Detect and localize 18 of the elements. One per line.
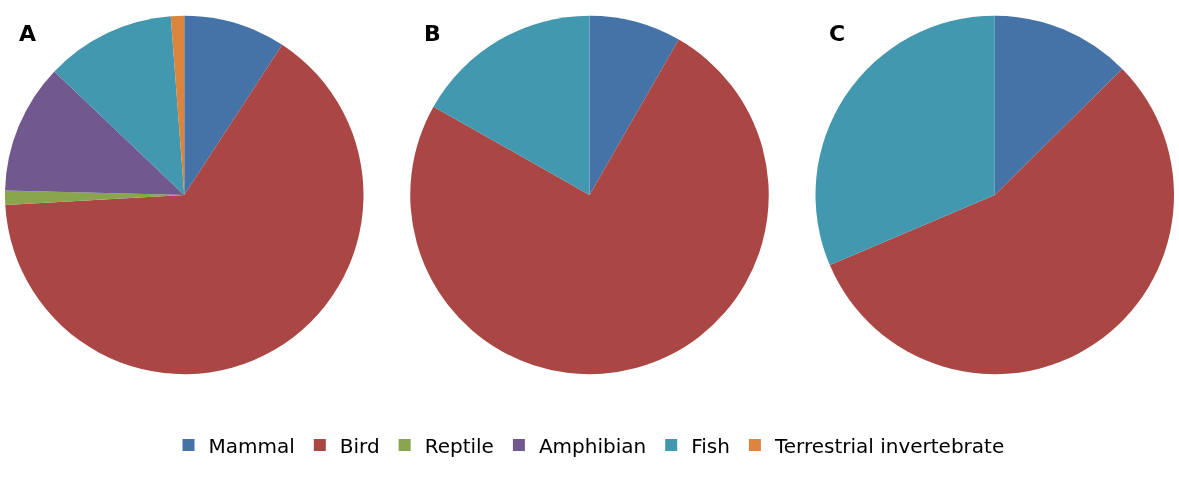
pie-slice bbox=[829, 69, 1174, 375]
pie-slice bbox=[815, 15, 995, 266]
chart-title: A bbox=[19, 21, 37, 46]
chart-title: B bbox=[424, 21, 441, 46]
pie-slice bbox=[410, 39, 769, 374]
pie-slice bbox=[994, 15, 1123, 195]
legend-label: Terrestrial invertebrate bbox=[773, 433, 1005, 458]
legend-label: Mammal bbox=[208, 433, 295, 458]
legend-label: Fish bbox=[691, 433, 730, 458]
legend-label: Reptile bbox=[424, 433, 494, 458]
legend-label: Bird bbox=[339, 433, 380, 458]
pie-slice bbox=[589, 15, 679, 195]
pie-slice bbox=[5, 71, 185, 195]
legend-label: Amphibian bbox=[538, 433, 647, 458]
chart-title: C bbox=[829, 21, 846, 46]
pie-slice bbox=[54, 16, 185, 195]
pie-slice bbox=[184, 15, 283, 195]
pie-slice bbox=[5, 44, 364, 375]
